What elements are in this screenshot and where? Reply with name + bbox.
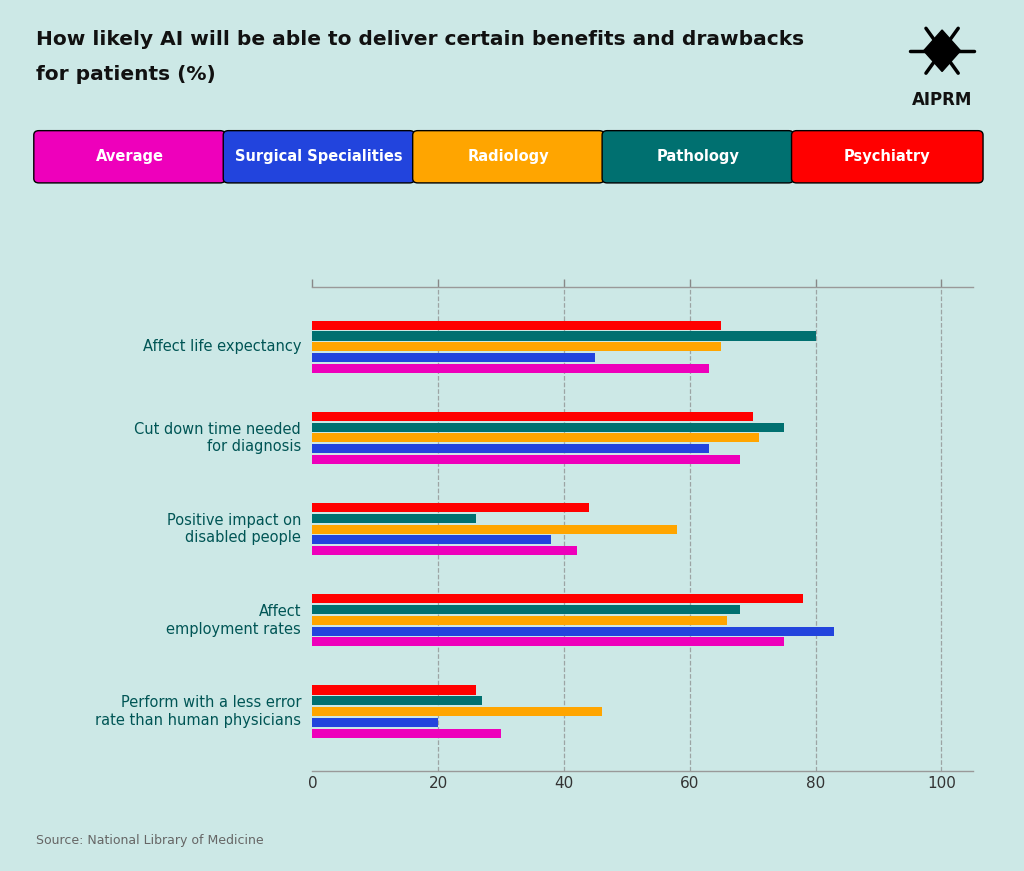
Polygon shape (924, 30, 961, 71)
Bar (312, 718, 438, 727)
Bar (312, 728, 501, 738)
Bar (312, 685, 476, 694)
Text: Psychiatry: Psychiatry (844, 149, 931, 165)
Bar (312, 524, 677, 534)
Text: AIPRM: AIPRM (912, 91, 972, 109)
Text: for patients (%): for patients (%) (36, 65, 216, 84)
Text: Pathology: Pathology (656, 149, 739, 165)
Bar (312, 503, 589, 512)
Bar (312, 321, 721, 330)
Bar (312, 331, 815, 341)
Bar (312, 707, 602, 716)
Bar (312, 342, 721, 351)
Text: Source: National Library of Medicine: Source: National Library of Medicine (36, 834, 263, 847)
Bar (312, 546, 577, 555)
Bar (312, 422, 784, 432)
Bar (312, 364, 709, 373)
Bar (312, 605, 740, 614)
Bar (312, 412, 753, 421)
Bar (312, 455, 740, 464)
Text: Surgical Specialities: Surgical Specialities (236, 149, 402, 165)
Text: Radiology: Radiology (468, 149, 549, 165)
Bar (312, 616, 727, 625)
Text: Average: Average (95, 149, 164, 165)
Bar (312, 626, 835, 636)
Bar (312, 514, 476, 523)
Bar (312, 696, 482, 706)
Bar (312, 444, 709, 453)
Bar (312, 353, 595, 362)
Bar (312, 434, 759, 442)
Text: How likely AI will be able to deliver certain benefits and drawbacks: How likely AI will be able to deliver ce… (36, 30, 804, 50)
Bar (312, 638, 784, 646)
Bar (312, 594, 803, 604)
Bar (312, 536, 551, 544)
